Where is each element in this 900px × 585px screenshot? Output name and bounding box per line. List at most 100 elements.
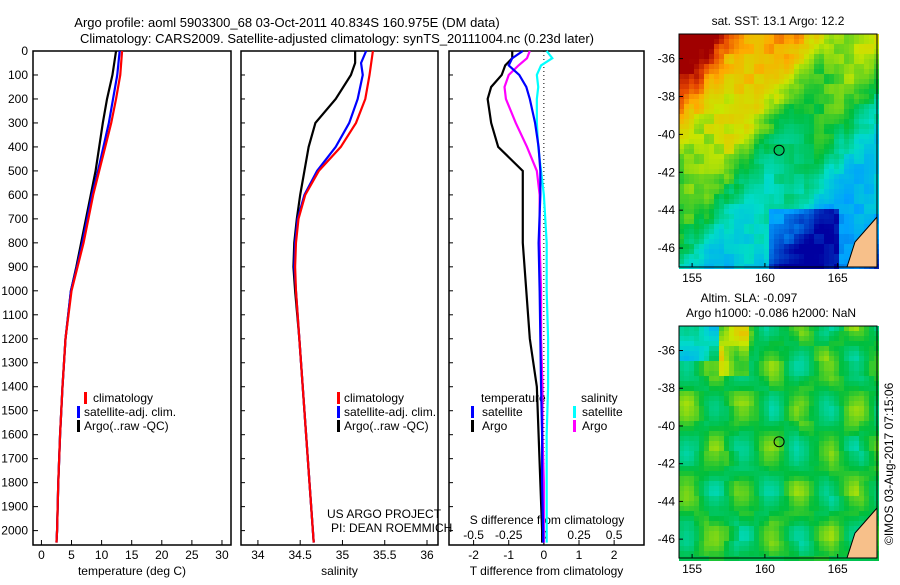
map-cell (774, 531, 779, 536)
map-cell (789, 331, 794, 336)
map-cell (869, 174, 874, 179)
map-cell (819, 466, 824, 471)
map-cell (729, 64, 734, 69)
map-cell (774, 259, 779, 264)
map-cell (719, 204, 724, 209)
map-cell (854, 421, 859, 426)
map-cell (779, 446, 784, 451)
map-cell (704, 219, 709, 224)
map-cell (809, 526, 814, 531)
map-cell (734, 59, 739, 64)
map-cell (764, 179, 769, 184)
map-cell (854, 129, 859, 134)
map-cell (854, 471, 859, 476)
map-cell (849, 139, 854, 144)
map-cell (749, 531, 754, 536)
map-cell (809, 486, 814, 491)
map-cell (804, 234, 809, 239)
map-cell (789, 461, 794, 466)
map-cell (829, 54, 834, 59)
map-cell (854, 74, 859, 79)
map-cell (809, 471, 814, 476)
map-cell (774, 34, 779, 39)
map-cell (849, 431, 854, 436)
series-t-satellite (507, 50, 545, 543)
map-cell (724, 486, 729, 491)
map-cell (754, 209, 759, 214)
map-cell (714, 476, 719, 481)
map-cell (864, 421, 869, 426)
map-cell (829, 551, 834, 556)
map-cell (684, 506, 689, 511)
map-cell (784, 386, 789, 391)
map-cell (854, 346, 859, 351)
map-cell (814, 336, 819, 341)
map-cell (764, 59, 769, 64)
map-cell (714, 229, 719, 234)
map-cell (849, 164, 854, 169)
map-cell (709, 441, 714, 446)
map-cell (729, 346, 734, 351)
map-cell (699, 401, 704, 406)
map-cell (789, 521, 794, 526)
map-cell (839, 431, 844, 436)
map-cell (864, 466, 869, 471)
map-cell (864, 129, 869, 134)
map-cell (689, 346, 694, 351)
map-cell (794, 139, 799, 144)
map-cell (774, 396, 779, 401)
map-cell (699, 149, 704, 154)
map-cell (714, 491, 719, 496)
map-cell (749, 74, 754, 79)
map-cell (869, 89, 874, 94)
map-cell (679, 139, 684, 144)
map-cell (744, 169, 749, 174)
map-cell (859, 89, 864, 94)
map-cell (764, 471, 769, 476)
map-cell (729, 74, 734, 79)
map-cell (704, 164, 709, 169)
map-cell (734, 516, 739, 521)
map-cell (729, 174, 734, 179)
map-cell (859, 159, 864, 164)
x-tick-label: 34.5 (289, 548, 313, 562)
map-cell (739, 174, 744, 179)
map-cell (864, 224, 869, 229)
map-cell (704, 114, 709, 119)
map-cell (779, 336, 784, 341)
map-cell (859, 511, 864, 516)
map-cell (769, 234, 774, 239)
map-cell (834, 381, 839, 386)
map-cell (759, 501, 764, 506)
map-cell (799, 446, 804, 451)
map-cell (839, 426, 844, 431)
map-cell (829, 381, 834, 386)
map-cell (754, 244, 759, 249)
map-cell (829, 371, 834, 376)
map-cell (734, 401, 739, 406)
map-cell (759, 361, 764, 366)
map-cell (839, 546, 844, 551)
map-cell (819, 34, 824, 39)
map-cell (739, 506, 744, 511)
map-cell (784, 259, 789, 264)
map-cell (809, 144, 814, 149)
map-cell (764, 124, 769, 129)
map-cell (749, 461, 754, 466)
map-cell (734, 551, 739, 556)
map-cell (829, 396, 834, 401)
map-cell (679, 194, 684, 199)
map-cell (774, 351, 779, 356)
map-cell (784, 214, 789, 219)
map-cell (824, 536, 829, 541)
map-cell (774, 69, 779, 74)
map-cell (814, 134, 819, 139)
map-cell (794, 219, 799, 224)
map-cell (739, 346, 744, 351)
map-cell (869, 39, 874, 44)
map-cell (684, 194, 689, 199)
map-cell (694, 129, 699, 134)
map-cell (834, 54, 839, 59)
map-cell (689, 326, 694, 331)
map-cell (704, 371, 709, 376)
